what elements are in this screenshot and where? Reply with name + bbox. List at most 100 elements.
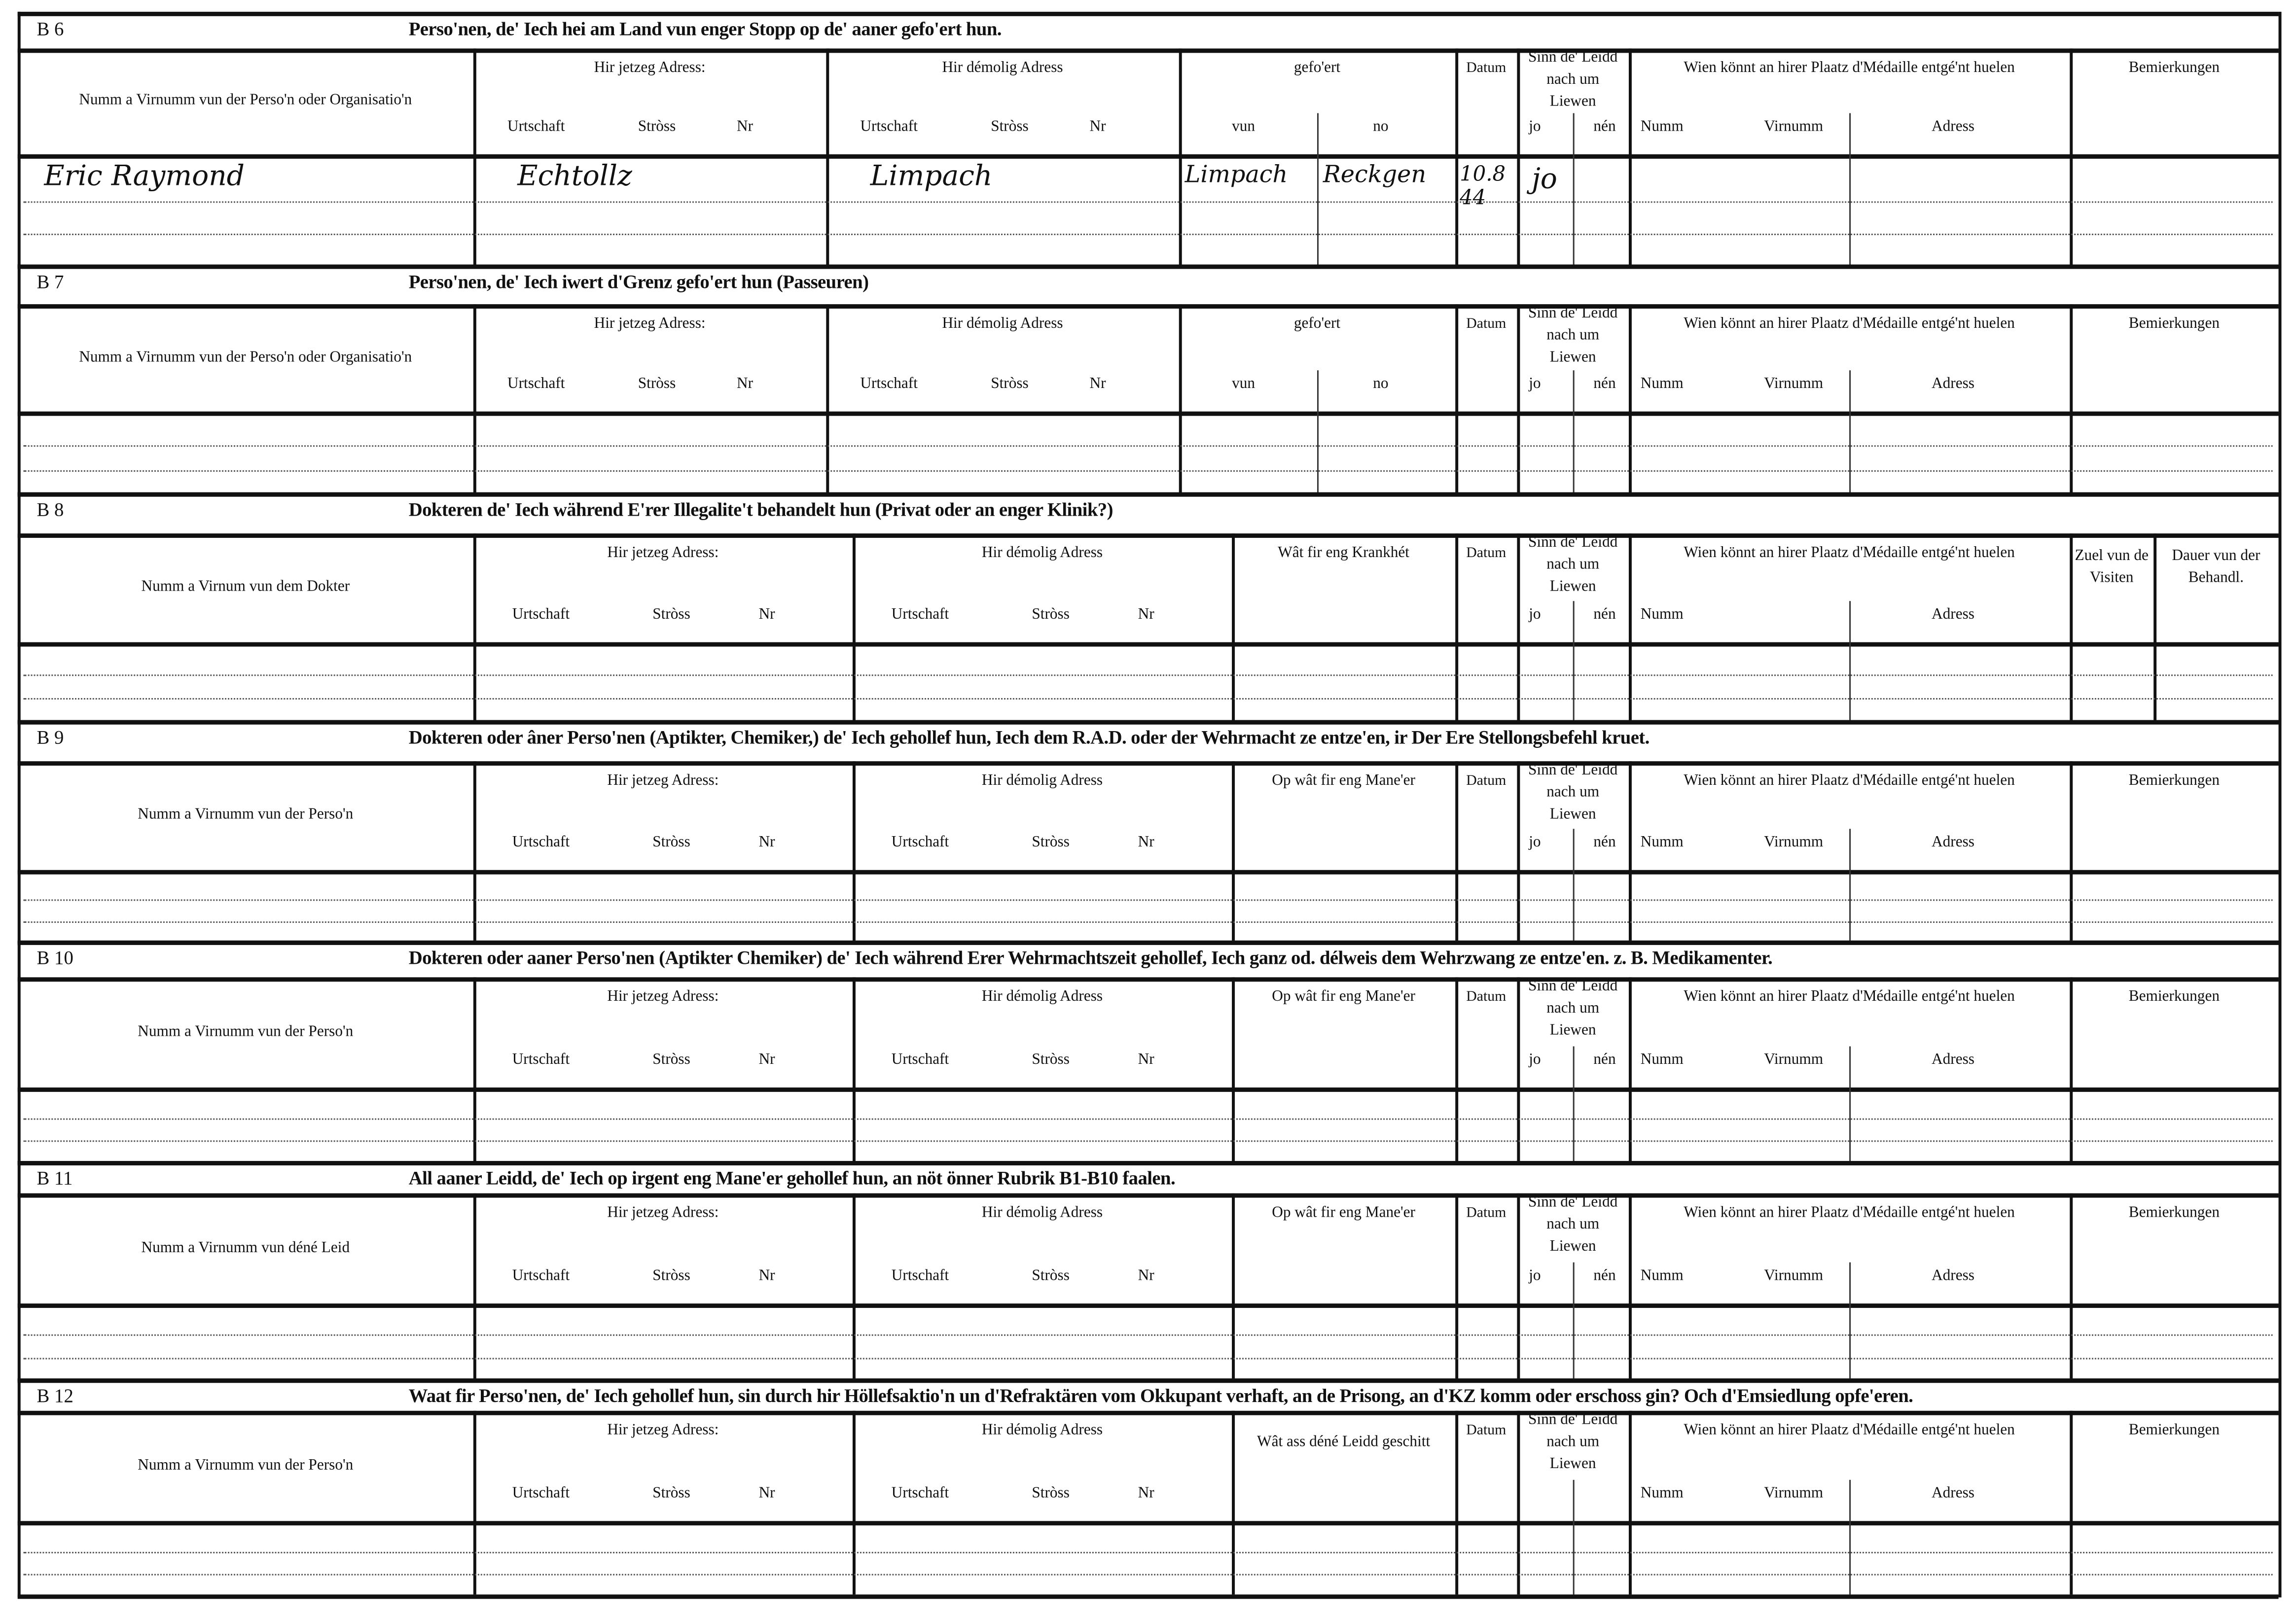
address-subheader: Stròss: [652, 835, 690, 851]
address-subheader: Stròss: [652, 607, 690, 623]
divider: [826, 304, 829, 492]
divider: [1455, 48, 1459, 265]
divider: [1232, 1410, 1235, 1595]
medal-recipient-header: Wien könnt an hirer Plaatz d'Médaille en…: [1684, 773, 2015, 789]
divider: [2070, 761, 2073, 941]
entry-alive: jo: [1532, 163, 1557, 196]
entry-from: Limpach: [1184, 160, 1288, 188]
dotted-line: [23, 675, 2273, 677]
remarks-header: Bemierkungen: [2128, 1205, 2220, 1222]
address-subheader: Urtschaft: [512, 607, 570, 623]
date-header: Datum: [1466, 773, 1507, 789]
divider: [826, 48, 829, 265]
divider: [17, 940, 21, 1164]
address-subheader: Urtschaft: [891, 1052, 949, 1069]
section-b6: B 6 Perso'nen, de' Iech hei am Land vun e…: [0, 11, 2296, 269]
name-header: Numm a Virnumm vun der Perso'n oder Orga…: [79, 349, 412, 365]
former-address-header: Hir démolig Adress: [981, 773, 1103, 789]
divider: [1517, 977, 1520, 1161]
medal-surname-subheader: Numm: [1640, 1268, 1684, 1285]
section-title: Dokteren oder aaner Perso'nen (Aptikter …: [408, 946, 1773, 969]
divider: [1849, 601, 1851, 720]
divider: [17, 304, 2279, 309]
name-header: Numm a Virnumm vun der Perso'n: [138, 1457, 354, 1474]
remarks-header: Bemierkungen: [2128, 773, 2220, 789]
divider: [17, 492, 21, 723]
address-subheader: Nr: [758, 1268, 775, 1285]
medal-address-subheader: Adress: [1932, 376, 1974, 392]
alive-no-subheader: nén: [1593, 607, 1616, 623]
address-subheader: Urtschaft: [512, 1052, 570, 1069]
dotted-line: [23, 1551, 2273, 1553]
address-subheader: Nr: [758, 835, 775, 851]
divider: [1317, 370, 1319, 492]
medal-surname-subheader: Numm: [1640, 376, 1684, 392]
remarks-header: Bemierkungen: [2128, 316, 2220, 332]
divider: [1573, 1046, 1575, 1161]
divider: [1455, 761, 1459, 941]
medal-surname-subheader: Numm: [1640, 119, 1684, 136]
name-header: Numm a Virnumm vun déné Leid: [141, 1239, 350, 1256]
section-code: B 10: [36, 946, 73, 969]
address-subheader: Nr: [1089, 376, 1106, 392]
remarks-header: Bemierkungen: [2128, 1422, 2220, 1439]
divider: [2070, 533, 2073, 720]
alive-no-subheader: nén: [1593, 835, 1616, 851]
former-address-header: Hir démolig Adress: [981, 989, 1103, 1006]
divider: [852, 761, 856, 941]
section-title: Dokteren oder âner Perso'nen (Aptikter, …: [408, 726, 1650, 748]
divider: [2278, 1160, 2282, 1382]
medal-firstname-subheader: Virnumm: [1764, 1052, 1824, 1069]
address-subheader: Urtschaft: [860, 376, 918, 392]
divider: [1455, 977, 1459, 1161]
divider: [852, 977, 856, 1161]
address-subheader: Urtschaft: [891, 1485, 949, 1502]
address-subheader: Nr: [1138, 1268, 1154, 1285]
address-subheader: Urtschaft: [507, 119, 565, 136]
section-title: Perso'nen, de' Iech iwert d'Grenz gefo'e…: [408, 270, 869, 293]
divider: [852, 533, 856, 720]
address-subheader: Nr: [1138, 1052, 1154, 1069]
alive-yes-subheader: jo: [1529, 376, 1541, 392]
divider: [2070, 977, 2073, 1161]
section-b7: B 7 Perso'nen, de' Iech iwert d'Grenz gef…: [0, 264, 2296, 497]
date-header: Datum: [1466, 1205, 1507, 1222]
entry-name: Eric Raymond: [44, 160, 245, 193]
address-subheader: Stròss: [1032, 1268, 1070, 1285]
address-subheader: Urtschaft: [507, 376, 565, 392]
to-subheader: no: [1373, 119, 1389, 136]
divider: [1628, 533, 1632, 720]
alive-header: Sinn de' Leidd nach um Liewen: [1528, 535, 1618, 596]
address-subheader: Nr: [737, 376, 753, 392]
medal-surname-subheader: Numm: [1640, 835, 1684, 851]
divider: [2278, 492, 2282, 723]
divider: [2278, 11, 2282, 268]
divider: [17, 720, 2279, 725]
dotted-line: [23, 445, 2273, 447]
divider: [473, 977, 476, 1161]
duration-header: Dauer vun der Behandl.: [2172, 548, 2260, 587]
medal-address-subheader: Adress: [1932, 1052, 1974, 1069]
address-subheader: Stròss: [652, 1485, 690, 1502]
column3-header: gefo'ert: [1293, 60, 1341, 77]
divider: [473, 1193, 476, 1379]
divider: [1628, 977, 1632, 1161]
divider: [473, 533, 476, 720]
divider: [17, 1193, 2279, 1198]
entry-date: 10.8 44: [1460, 163, 1506, 211]
divider: [1317, 113, 1319, 265]
address-subheader: Stròss: [1032, 1485, 1070, 1502]
medal-firstname-subheader: Virnumm: [1764, 835, 1824, 851]
remarks-header: Bemierkungen: [2128, 989, 2220, 1006]
section-title: Dokteren de' Iech während E'rer Illegali…: [408, 498, 1113, 521]
address-subheader: Nr: [1089, 119, 1106, 136]
medal-surname-subheader: Numm: [1640, 1485, 1684, 1502]
dotted-line: [23, 698, 2273, 700]
address-subheader: Urtschaft: [860, 119, 918, 136]
divider: [1455, 304, 1459, 492]
address-subheader: Urtschaft: [512, 1268, 570, 1285]
alive-header: Sinn de' Leidd nach um Liewen: [1528, 979, 1618, 1039]
divider: [17, 1378, 21, 1598]
divider: [17, 411, 2279, 416]
medal-surname-subheader: Numm: [1640, 1052, 1684, 1069]
